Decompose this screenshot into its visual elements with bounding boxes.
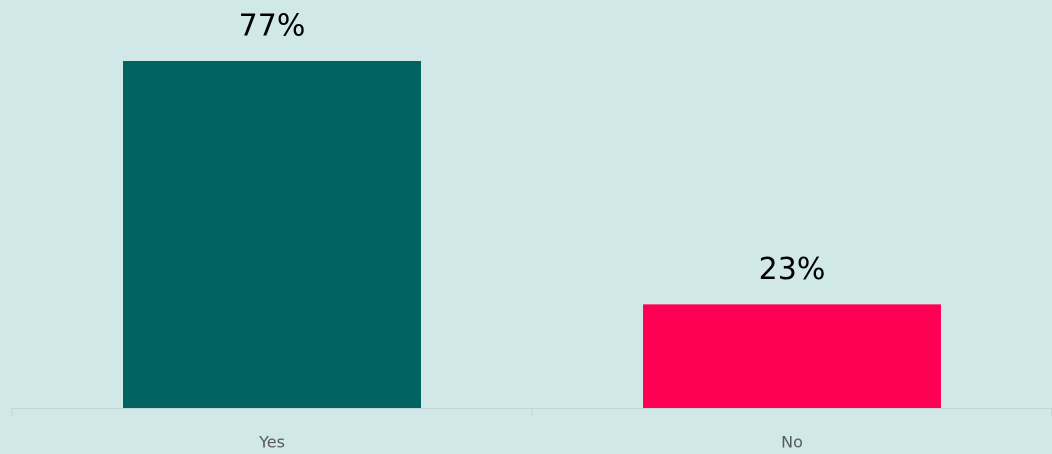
x-tick-label: No [781, 433, 803, 452]
bar [123, 61, 421, 408]
bar [643, 304, 941, 408]
value-label: 23% [759, 252, 826, 287]
x-tick-label: Yes [258, 433, 285, 452]
value-label: 77% [239, 9, 306, 44]
